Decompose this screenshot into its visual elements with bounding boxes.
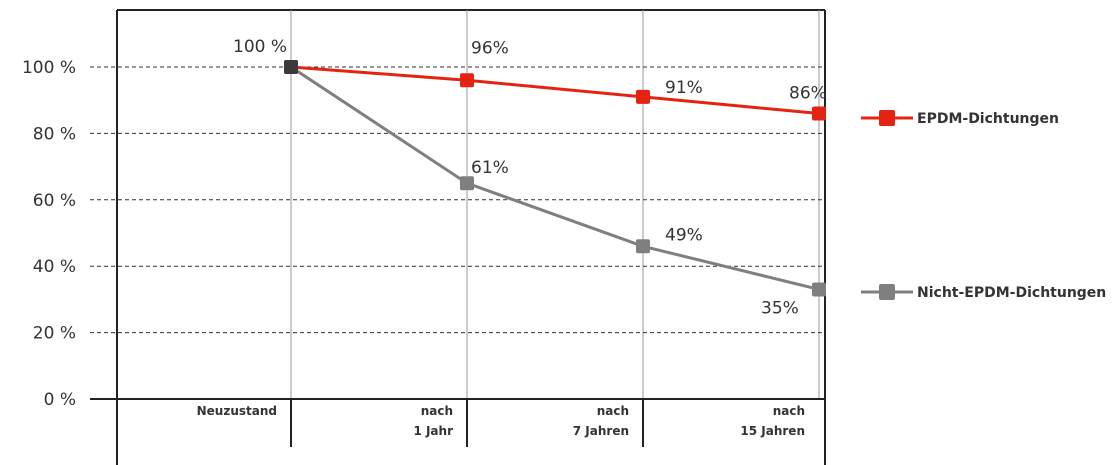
data-label-nicht-epdm: 49% [665, 225, 703, 245]
legend-marker-nicht-epdm [879, 284, 895, 300]
data-point-epdm [460, 73, 474, 88]
category-label: 1 Jahr [413, 424, 453, 438]
y-tick-label: 100 % [22, 58, 76, 78]
y-tick-label: 40 % [33, 257, 76, 277]
series-line-nicht-epdm [290, 65, 820, 291]
data-label-epdm: 91% [665, 78, 703, 98]
data-point-epdm [636, 89, 650, 104]
category-label: Neuzustand [197, 404, 277, 418]
data-label-epdm: 96% [471, 38, 509, 58]
y-tick-label: 60 % [33, 191, 76, 211]
data-label-epdm: 86% [789, 83, 827, 103]
y-tick-label: 20 % [33, 324, 76, 344]
data-point-epdm [284, 60, 298, 74]
y-tick-label: 0 % [44, 390, 76, 410]
y-tick-label: 80 % [33, 124, 76, 144]
data-label-epdm: 100 % [233, 37, 287, 57]
legend-label-epdm: EPDM-Dichtungen [917, 111, 1059, 127]
data-point-nicht-epdm [460, 176, 474, 191]
data-point-nicht-epdm [636, 239, 650, 254]
category-label: 7 Jahren [573, 424, 629, 438]
legend-marker-epdm [879, 110, 895, 126]
data-label-nicht-epdm: 61% [471, 158, 509, 178]
category-label: 15 Jahren [740, 424, 805, 438]
legend-label-nicht-epdm: Nicht-EPDM-Dichtungen [917, 285, 1106, 301]
series-line-epdm [290, 65, 820, 115]
category-label: nach [597, 404, 629, 418]
data-point-epdm [812, 106, 826, 121]
category-label: nach [421, 404, 453, 418]
data-label-nicht-epdm: 35% [761, 298, 799, 318]
data-point-nicht-epdm [812, 282, 826, 297]
category-label: nach [773, 404, 805, 418]
